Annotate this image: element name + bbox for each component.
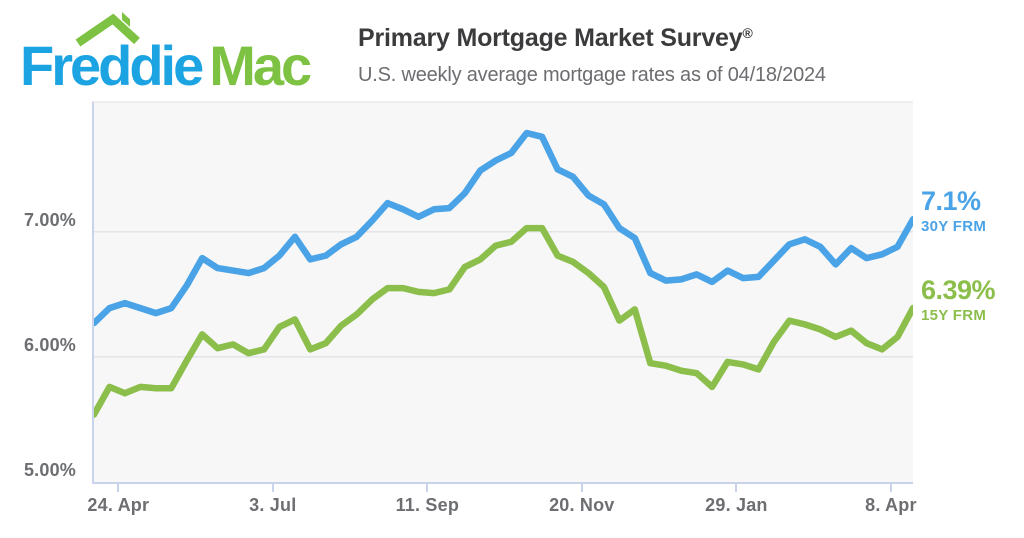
y-axis-label: 7.00% <box>23 209 76 230</box>
registered-mark: ® <box>742 25 753 41</box>
x-axis-tick <box>580 484 583 492</box>
x-axis-tick <box>426 484 429 492</box>
x-axis-label: 8. Apr <box>865 495 917 515</box>
x-axis-tick <box>889 484 892 492</box>
page-subtitle: U.S. weekly average mortgage rates as of… <box>358 64 826 86</box>
page-title: Primary Mortgage Market Survey® <box>358 23 826 56</box>
x-axis-tick <box>271 484 274 492</box>
x-axis-tick <box>735 484 738 492</box>
rate-callout-15y-frm: 6.39% 15Y FRM <box>921 275 996 325</box>
logo-word-mac: Mac <box>209 34 312 97</box>
plot-area <box>92 101 913 484</box>
logo-word-freddie: Freddie <box>20 34 204 97</box>
line-30y-frm <box>94 129 913 327</box>
header-titles: Primary Mortgage Market Survey® U.S. wee… <box>358 23 826 87</box>
x-axis-label: 24. Apr <box>87 495 150 515</box>
y-axis-label: 5.00% <box>23 460 76 480</box>
product-label-30y: 30Y FRM <box>921 218 987 236</box>
x-axis-label: 29. Jan <box>705 495 768 515</box>
rate-callout-30y-frm: 7.1% 30Y FRM <box>921 186 987 236</box>
x-axis-label: 11. Sep <box>395 495 460 515</box>
logo-wordmark: Freddie Mac <box>20 38 312 94</box>
freddie-mac-logo: Freddie Mac <box>20 4 350 96</box>
x-axis-label: 3. Jul <box>249 495 297 515</box>
line-15y-frm <box>94 224 913 418</box>
y-axis-label: 6.00% <box>23 334 76 355</box>
x-axis-tick <box>117 484 120 492</box>
product-label-15y: 15Y FRM <box>921 307 987 325</box>
page-title-text: Primary Mortgage Market Survey <box>358 24 743 52</box>
rate-lines-svg <box>94 129 913 418</box>
current-rate-15y: 6.39% <box>921 275 996 306</box>
logo-roof-icon <box>75 12 140 47</box>
x-axis-label: 20. Nov <box>549 495 615 515</box>
current-rate-30y: 7.1% <box>921 186 981 217</box>
